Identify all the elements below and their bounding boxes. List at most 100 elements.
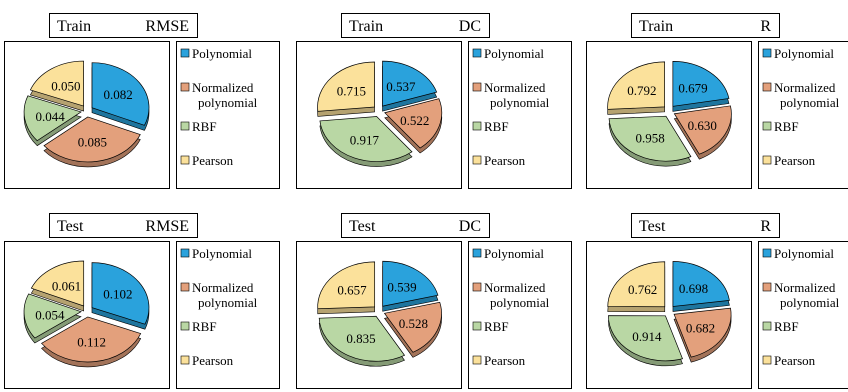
slice-top [23,293,82,339]
data-label-pearson: 0.715 [337,83,366,98]
legend-label-polynomial: Polynomial [484,246,544,261]
slice-normalized-polynomial: 0.528 [383,301,442,358]
data-label-polynomial: 0.082 [104,87,133,102]
legend-swatch-rbf [472,321,482,331]
legend-swatch-normalized-polynomial [472,82,482,92]
legend-label-normalized-polynomial: Normalized polynomial [484,80,550,110]
legend-label-rbf: RBF [774,119,799,134]
title-box [341,213,490,238]
legend-label-polynomial: Polynomial [774,46,834,61]
data-label-normalized-polynomial: 0.682 [686,320,715,335]
title-box [631,213,780,238]
title-metric: RMSE [145,18,189,35]
slice-top [608,315,683,362]
slice-polynomial: 0.537 [382,60,438,112]
title-metric: DC [459,18,481,35]
legend-label-polynomial: Polynomial [192,46,252,61]
title-metric: R [760,218,771,235]
legend-swatch-polynomial [762,48,772,58]
legend-label-pearson: Pearson [774,153,816,168]
legend-label-pearson: Pearson [192,353,234,368]
legend-label-pearson: Pearson [484,153,526,168]
data-label-normalized-polynomial: 0.522 [400,113,429,128]
slice-pearson: 0.762 [607,261,666,313]
title-dataset: Train [57,18,91,35]
slice-normalized-polynomial: 0.085 [43,116,141,168]
legend-label-normalized-polynomial: Normalized polynomial [774,80,840,110]
legend-swatch-polynomial [472,48,482,58]
legend-label-normalized-polynomial: Normalized polynomial [192,80,258,110]
legend-label-normalized-polynomial: Normalized polynomial [192,280,258,310]
data-label-polynomial: 0.539 [387,280,416,295]
slice-top [382,60,438,107]
title-box [49,213,198,238]
slice-top [383,301,442,353]
title-dataset: Train [639,18,673,35]
legend-swatch-rbf [472,121,482,131]
data-label-rbf: 0.054 [35,307,65,322]
slice-top [384,98,443,149]
slice-top [673,105,732,155]
legend-box [758,41,848,189]
legend-label-polynomial: Polynomial [484,46,544,61]
slice-rbf: 0.914 [608,315,683,367]
slice-top [672,261,730,307]
legend-label-rbf: RBF [484,319,509,334]
legend-swatch-polynomial [180,248,190,258]
title-dataset: Test [639,218,666,235]
legend-swatch-normalized-polynomial [180,282,190,292]
legend-label-normalized-polynomial: Normalized polynomial [484,280,550,310]
data-label-pearson: 0.792 [627,83,656,98]
data-label-rbf: 0.044 [36,109,66,124]
legend-label-rbf: RBF [192,319,217,334]
legend-label-pearson: Pearson [774,353,816,368]
slice-top [23,95,82,142]
slice-pearson: 0.657 [317,261,376,315]
legend-label-rbf: RBF [192,119,217,134]
legend-swatch-rbf [180,321,190,331]
legend-label-polynomial: Polynomial [774,246,834,261]
title-dataset: Test [349,218,376,235]
slice-rbf: 0.054 [23,293,82,344]
data-label-polynomial: 0.537 [386,79,416,94]
slice-polynomial: 0.539 [382,260,439,312]
legend-swatch-rbf [762,121,772,131]
data-label-rbf: 0.835 [346,331,375,346]
legend-label-polynomial: Polynomial [192,246,252,261]
data-label-polynomial: 0.102 [103,287,132,302]
data-label-normalized-polynomial: 0.112 [77,335,106,350]
legend-box [758,241,848,389]
data-label-rbf: 0.917 [350,132,380,147]
title-metric: RMSE [145,218,189,235]
slice-top [607,61,665,110]
slice-pearson: 0.715 [317,61,375,117]
data-label-pearson: 0.657 [337,283,367,298]
slice-top [319,116,413,162]
title-box [341,13,490,38]
slice-top [672,61,730,107]
legend-label-rbf: RBF [774,319,799,334]
legend-swatch-pearson [762,355,772,365]
legend-swatch-rbf [180,121,190,131]
legend-box [176,41,280,189]
legend-box [468,41,572,189]
slice-normalized-polynomial: 0.682 [673,307,732,363]
data-label-rbf: 0.914 [632,329,662,344]
slice-top [91,262,150,325]
data-label-normalized-polynomial: 0.528 [399,316,428,331]
slice-top [43,116,141,163]
data-label-pearson: 0.061 [52,278,81,293]
data-label-rbf: 0.958 [635,131,664,146]
slice-pearson: 0.061 [30,260,85,312]
title-dataset: Train [349,18,383,35]
slice-top [29,60,84,107]
legend-swatch-normalized-polynomial [180,82,190,92]
title-dataset: Test [57,218,84,235]
slice-top [30,260,85,307]
